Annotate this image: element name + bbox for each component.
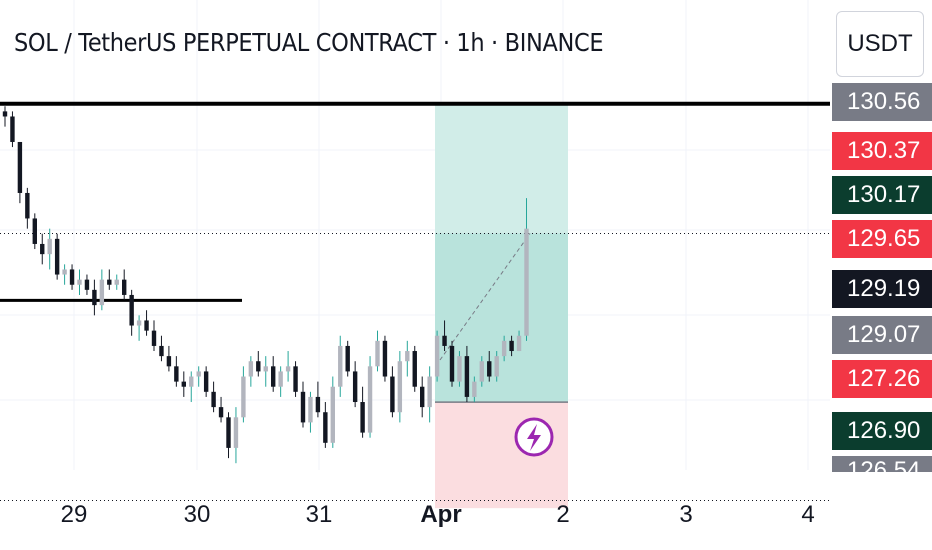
x-tick-label-2: 31 <box>306 501 333 528</box>
candle-body-62 <box>464 356 470 397</box>
candle-body-20 <box>151 330 157 346</box>
candle-body-43 <box>323 412 328 443</box>
candle-body-21 <box>159 345 164 357</box>
candle-body-7 <box>54 238 60 275</box>
candle-body-55 <box>412 351 417 387</box>
candle-body-34 <box>256 361 261 372</box>
candle-body-12 <box>92 289 97 306</box>
candle-body-42 <box>315 396 321 413</box>
candle-body-67 <box>501 340 507 357</box>
candle-body-38 <box>285 366 291 372</box>
price-label-6: 127.26 <box>832 360 932 398</box>
chart-title: SOL / TetherUS PERPETUAL CONTRACT · 1h ·… <box>14 28 604 57</box>
price-label-5: 129.07 <box>832 316 932 354</box>
candle-body-28 <box>211 391 216 408</box>
candle-body-2 <box>17 141 23 193</box>
candle-body-37 <box>278 371 283 387</box>
price-label-8: 126.54 <box>832 456 932 472</box>
candle-body-40 <box>300 391 306 423</box>
candle-body-19 <box>144 320 149 331</box>
lightning-bolt-icon <box>514 417 554 457</box>
candle-body-1 <box>10 116 15 142</box>
candle-body-56 <box>420 386 425 408</box>
candle-body-9 <box>69 269 75 285</box>
candle-body-32 <box>241 376 246 418</box>
price-label-0: 130.56 <box>832 83 932 121</box>
candle-body-49 <box>367 366 373 433</box>
x-tick-label-4: 2 <box>556 501 569 528</box>
candle-body-46 <box>345 345 350 372</box>
candle-body-30 <box>226 417 231 448</box>
x-tick-label-1: 30 <box>184 501 211 528</box>
candle-body-0 <box>2 111 8 117</box>
currency-button[interactable]: USDT <box>836 11 924 77</box>
x-tick-label-6: 4 <box>801 501 814 528</box>
candle-body-31 <box>233 417 239 448</box>
candle-body-27 <box>203 371 209 392</box>
candle-body-14 <box>107 279 112 285</box>
candle-body-22 <box>166 356 172 367</box>
candle-body-5 <box>40 243 45 255</box>
x-tick-label-3: Apr <box>420 501 461 528</box>
candle-body-23 <box>174 366 179 382</box>
candle-body-48 <box>360 402 365 433</box>
candle-body-65 <box>487 361 492 377</box>
candle-body-26 <box>196 371 201 377</box>
candle-body-57 <box>427 376 432 408</box>
candle-body-15 <box>114 279 119 285</box>
candle-body-59 <box>442 335 447 346</box>
candle-body-24 <box>181 381 186 387</box>
candle-body-35 <box>263 366 268 372</box>
candle-body-8 <box>62 269 67 275</box>
candle-body-17 <box>129 294 134 326</box>
candle-body-6 <box>47 238 52 255</box>
candle-body-50 <box>375 340 380 367</box>
position-path <box>439 233 531 361</box>
candle-body-29 <box>218 407 224 418</box>
price-label-2: 130.17 <box>832 176 932 214</box>
candle-body-52 <box>390 376 395 413</box>
candle-body-51 <box>382 340 388 377</box>
price-label-3: 129.65 <box>832 220 932 258</box>
candle-body-64 <box>479 361 484 382</box>
candle-body-63 <box>472 381 477 397</box>
candle-body-66 <box>494 356 499 377</box>
price-label-7: 126.90 <box>832 412 932 450</box>
candle-body-69 <box>516 335 522 352</box>
candle-body-39 <box>293 366 298 392</box>
candle-body-54 <box>405 351 410 362</box>
candle-body-41 <box>308 396 313 423</box>
candle-body-58 <box>434 335 440 377</box>
candle-body-60 <box>449 345 455 382</box>
candle-body-53 <box>397 361 403 413</box>
x-tick-label-0: 29 <box>61 501 88 528</box>
candle-body-44 <box>330 386 335 443</box>
candle-body-25 <box>189 376 194 387</box>
price-label-1: 130.37 <box>832 132 932 170</box>
candle-body-10 <box>77 279 82 285</box>
price-label-4: 129.19 <box>832 270 932 308</box>
profit-fill <box>435 233 568 403</box>
candle-body-18 <box>136 320 142 326</box>
stop-zone <box>435 402 568 509</box>
candle-body-61 <box>457 356 462 382</box>
candle-body-45 <box>338 345 343 387</box>
candle-body-36 <box>271 366 276 387</box>
candle-body-4 <box>32 218 37 244</box>
candle-body-16 <box>122 279 127 295</box>
x-tick-label-5: 3 <box>679 501 692 528</box>
candle-body-11 <box>84 279 90 290</box>
candle-body-3 <box>25 192 30 219</box>
candle-body-47 <box>352 371 358 403</box>
candle-body-13 <box>99 279 105 306</box>
candle-body-68 <box>509 340 514 352</box>
candle-body-70 <box>524 228 529 336</box>
candle-body-33 <box>248 361 254 377</box>
